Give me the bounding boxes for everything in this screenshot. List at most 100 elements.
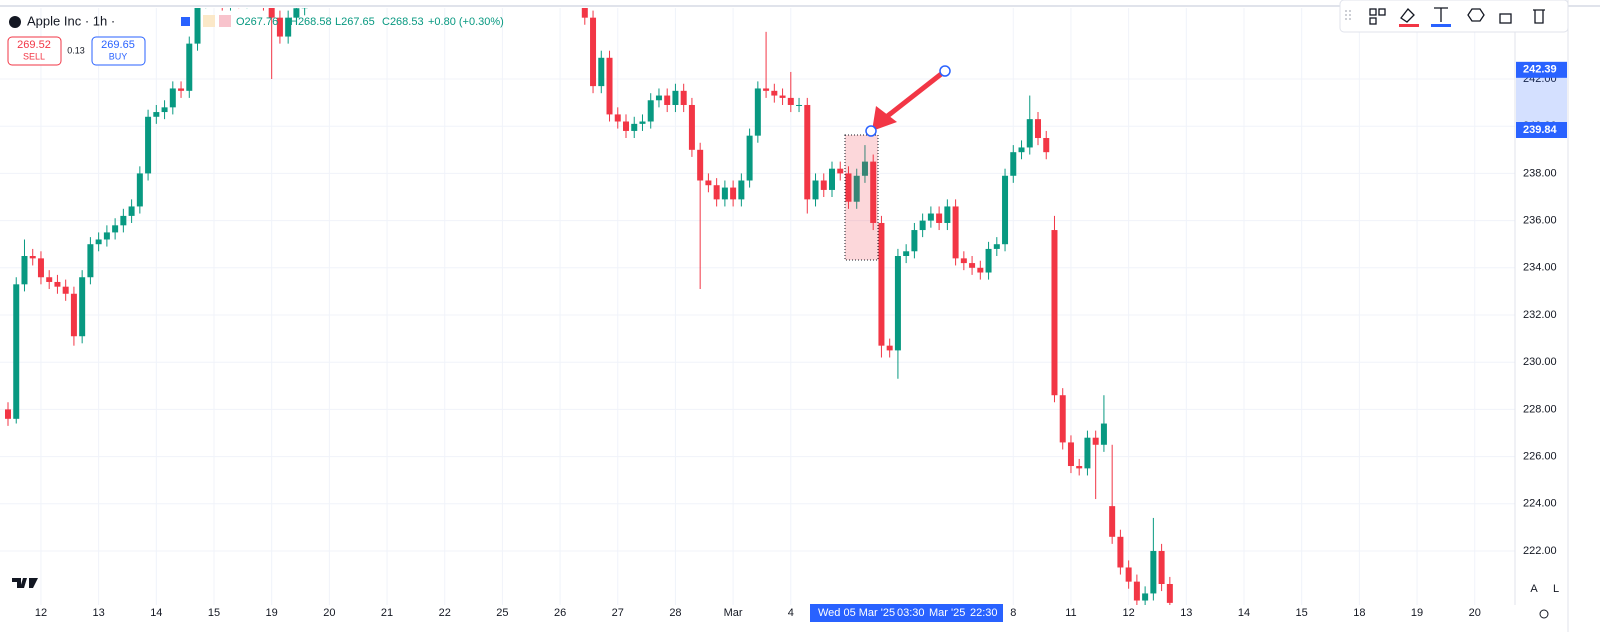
toolbar-template-icon[interactable] [1369,17,1377,25]
toolbar-lock-icon[interactable] [1499,13,1512,24]
tradingview-logo [12,578,38,588]
x-tick-label: Mar [724,607,743,619]
candle-body [95,239,102,245]
auto-scale-button[interactable]: A [1530,583,1538,595]
price-scale [1515,8,1568,605]
symbol-logo [9,16,21,28]
candle-body [878,222,885,346]
candle-body [639,121,646,124]
candle-body [103,232,110,240]
candle-body [301,8,308,9]
ohlc-close: C268.53 [382,16,424,28]
toolbar-delete-icon[interactable] [1533,9,1545,24]
candle-body [598,57,605,87]
settings-button[interactable] [1539,609,1549,619]
toolbar-template-icon[interactable] [1378,8,1386,16]
x-tick-label: 27 [612,607,624,619]
candle-body [927,213,934,221]
candle-body [203,0,209,1]
candle-body [1117,536,1124,568]
candle-body [1035,119,1041,139]
candle-body [169,88,176,108]
toolbar-settings-icon[interactable] [1467,8,1485,22]
crosshair-time-label [810,604,1003,622]
candle-body [993,244,1000,249]
x-tick-label: 14 [150,607,162,619]
x-tick-label: 13 [1180,607,1192,619]
candle-body [136,173,143,207]
candle-body [120,215,127,226]
candle-body [1010,152,1017,176]
candle-body [244,0,250,1]
x-tick-label: 4 [788,607,794,619]
y-tick-label: 232.00 [1523,309,1557,321]
x-tick-label: 13 [93,607,105,619]
candle-body [178,88,185,91]
candle-body [1067,442,1074,467]
y-tick-label: 234.00 [1523,262,1557,274]
ohlc-open: O267.76 [236,16,278,28]
x-tick-label: 28 [669,607,681,619]
sell-label: SELL [23,51,45,61]
candle-body [285,17,292,37]
candle-body [606,57,613,115]
candle-body [680,90,687,105]
candle-body [37,258,44,278]
toolbar-fill-icon[interactable] [1400,8,1415,23]
drawing-handle[interactable] [865,125,877,137]
log-scale-button[interactable]: L [1553,583,1559,595]
candle-body [29,256,36,259]
price-label-box [1516,121,1567,138]
toolbar-color-bar [1431,24,1451,27]
candle-body [13,284,20,419]
candle-body [112,225,119,233]
candle-body [87,244,94,278]
candle-body [886,345,893,351]
candle-body [1109,506,1116,537]
candle-body [779,95,786,98]
crosshair-date: Wed 05 Mar '25 [818,607,895,619]
x-tick-label: 15 [1296,607,1308,619]
candle-body [79,277,86,337]
candle-body [977,267,984,273]
candle-body [236,0,242,1]
candle-body [1100,423,1107,445]
y-tick-label: 226.00 [1523,450,1557,462]
candle-body [969,263,976,268]
price-label: 239.84 [1523,124,1558,136]
drawing-toolbar [1339,0,1569,33]
crosshair-date: Mar '25 [929,607,965,619]
ohlc-low: L267.65 [335,16,375,28]
candle-body [796,104,803,106]
axes: 222.00 224.00 226.00 228.00 230.00 232.00 234.… [35,61,1567,619]
drawing-handle[interactable] [939,65,951,77]
toolbar-drag-handle[interactable] [1345,10,1351,22]
x-tick-label: 20 [1469,607,1481,619]
candle-body [837,168,844,174]
ohlc-high: H268.58 [290,16,332,28]
status-icon [181,17,190,26]
crosshair-time: 22:30 [970,607,998,619]
candle-body [54,281,61,287]
candle-body [227,0,233,4]
candle-body [1158,550,1165,584]
sell-button[interactable] [7,36,62,66]
x-tick-label: 19 [266,607,278,619]
x-tick-label: 21 [381,607,393,619]
candle-body [903,251,910,257]
candle-body [1084,437,1091,469]
candle-body [5,409,11,419]
y-tick-label: 224.00 [1523,498,1557,510]
candle-body [276,17,283,37]
rectangle-drawing[interactable] [844,134,879,261]
y-tick-label: 230.00 [1523,356,1557,368]
candle-body [21,256,28,285]
buy-label: BUY [109,51,128,61]
arrow-head[interactable] [872,106,897,131]
buy-button[interactable] [91,36,146,66]
symbol-title[interactable]: Apple Inc · 1h · [27,13,115,28]
arrow-shaft[interactable] [883,69,947,120]
toolbar-template-icon[interactable] [1369,8,1377,16]
toolbar-text-icon[interactable] [1434,7,1448,22]
